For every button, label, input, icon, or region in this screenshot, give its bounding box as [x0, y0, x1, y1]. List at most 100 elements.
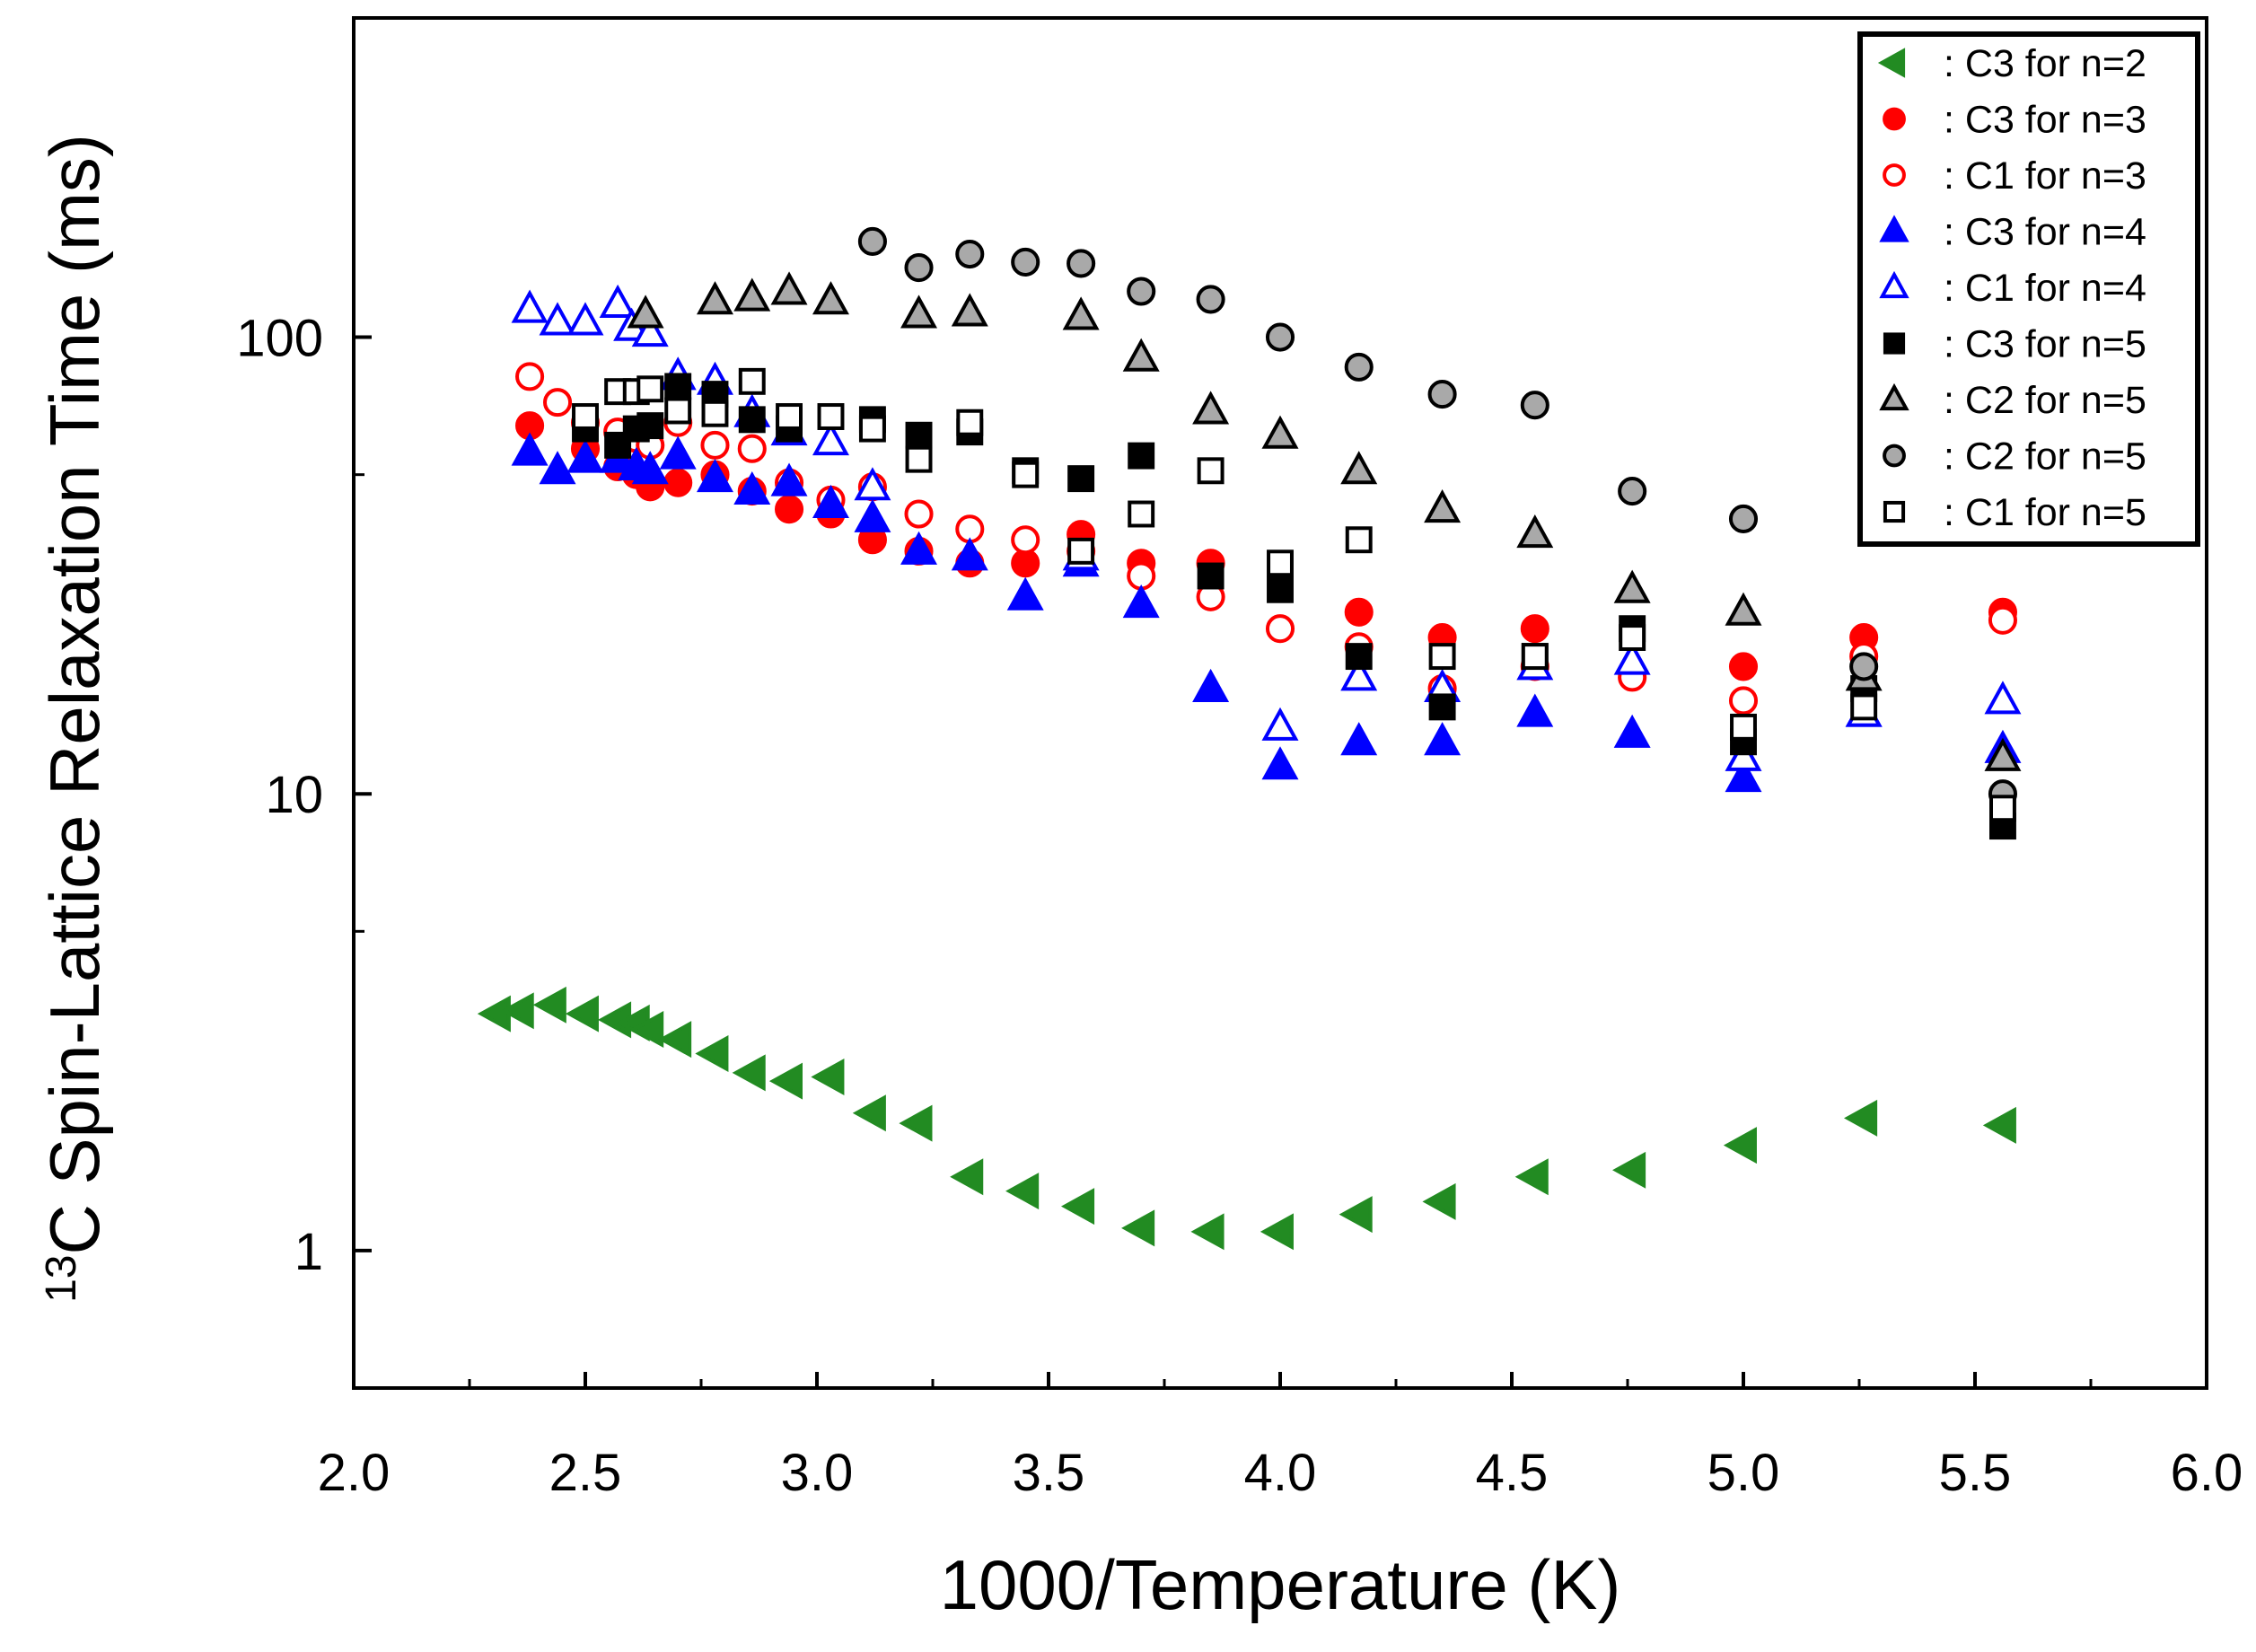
data-point: [1267, 576, 1294, 603]
data-point: [956, 409, 984, 436]
data-point: [768, 1062, 803, 1100]
x-tick-label: 3.5: [1013, 1444, 1085, 1502]
data-point: [776, 403, 803, 430]
data-point: [659, 435, 697, 470]
data-point: [1197, 562, 1225, 590]
data-point: [543, 388, 573, 417]
x-axis-title: 1000/Temperature (K): [940, 1545, 1621, 1624]
legend-label: : C2 for n=5: [1944, 435, 2146, 479]
legend-item: : C2 for n=5: [1879, 379, 2146, 422]
x-tick-label: 2.0: [318, 1444, 391, 1502]
legend-marker: [1883, 332, 1906, 355]
legend: : C3 for n=2: C3 for n=3: C1 for n=3: C3…: [1857, 31, 2200, 547]
data-point: [1984, 737, 2022, 771]
data-point: [1011, 247, 1040, 277]
series-8: [857, 226, 2017, 809]
data-point: [1619, 624, 1646, 651]
data-point: [1344, 597, 1374, 627]
data-point: [1344, 352, 1374, 382]
y-tick-label: 1: [294, 1223, 323, 1281]
data-point: [1988, 605, 2017, 635]
y-axis-title-text: C Spin-Lattice Relaxation Time (ms): [35, 134, 114, 1254]
data-point: [770, 462, 808, 496]
data-point: [1849, 652, 1879, 681]
data-point: [950, 1158, 984, 1196]
data-point: [1613, 569, 1651, 603]
legend-marker: [1877, 48, 1906, 78]
x-tick-label: 2.5: [549, 1444, 622, 1502]
legend-item: : C1 for n=4: [1879, 267, 2146, 310]
data-point: [733, 470, 771, 505]
x-axis: 2.0 2.5 3.0 3.5 4.0 4.5 5.0 5.5 6.0: [318, 1372, 2243, 1502]
data-point: [905, 421, 933, 449]
data-point: [904, 499, 934, 529]
data-point: [701, 400, 729, 427]
data-point: [1422, 1182, 1456, 1220]
data-point: [1728, 652, 1759, 681]
data-point: [905, 445, 933, 473]
data-point: [1196, 285, 1225, 314]
legend-label: : C1 for n=3: [1944, 154, 2146, 198]
data-point: [1850, 693, 1878, 721]
data-point: [770, 271, 808, 305]
data-point: [515, 362, 545, 391]
data-point: [1728, 504, 1759, 534]
data-point: [1011, 525, 1040, 555]
data-point: [511, 432, 549, 466]
legend-label: : C3 for n=4: [1944, 211, 2146, 254]
data-point: [636, 375, 664, 403]
data-markers: [477, 226, 2022, 1251]
legend-label: : C1 for n=4: [1944, 267, 2146, 310]
data-point: [1267, 549, 1294, 577]
legend-marker: [1883, 163, 1906, 187]
x-tick-label: 3.0: [781, 1444, 854, 1502]
data-point: [511, 289, 549, 323]
series-1: [477, 986, 2016, 1251]
legend-label: : C2 for n=5: [1944, 379, 2146, 422]
data-point: [899, 1104, 933, 1142]
data-point: [630, 1011, 664, 1049]
legend-marker: [1883, 107, 1906, 131]
data-point: [1067, 465, 1095, 493]
data-point: [775, 495, 804, 524]
legend-item: : C1 for n=3: [1883, 154, 2146, 198]
x-tick-label: 5.0: [1707, 1444, 1780, 1502]
data-point: [627, 294, 664, 329]
series-7: [627, 271, 2022, 771]
legend-item: : C1 for n=5: [1883, 491, 2146, 534]
data-point: [811, 1058, 845, 1095]
data-point: [1006, 576, 1044, 611]
data-point: [1984, 681, 2022, 715]
x-tick-label: 5.5: [1939, 1444, 2012, 1502]
data-point: [1340, 451, 1378, 485]
data-point: [1190, 1213, 1225, 1251]
data-point: [900, 531, 938, 565]
data-point: [812, 281, 849, 315]
data-point: [696, 281, 733, 315]
data-point: [854, 467, 891, 501]
data-point: [732, 1054, 766, 1092]
data-point: [1725, 592, 1762, 626]
data-point: [1514, 1158, 1549, 1196]
data-point: [1520, 614, 1549, 644]
data-point: [566, 302, 604, 336]
data-point: [1260, 1213, 1294, 1251]
data-point: [539, 302, 576, 336]
data-point: [599, 284, 636, 318]
data-point: [1192, 668, 1230, 702]
data-point: [631, 451, 669, 485]
data-point: [817, 403, 845, 430]
data-point: [1982, 1106, 2016, 1144]
data-point: [1516, 514, 1554, 549]
data-point: [1618, 477, 1647, 506]
data-point: [539, 451, 576, 485]
data-point: [1428, 643, 1456, 671]
data-point: [1612, 1151, 1646, 1189]
legend-marker: [1883, 444, 1906, 468]
data-point: [1067, 249, 1096, 278]
data-point: [1261, 415, 1299, 449]
data-point: [1128, 442, 1155, 470]
legend-item: : C2 for n=5: [1883, 435, 2146, 479]
legend-box: [1857, 31, 2200, 547]
data-point: [1613, 641, 1651, 675]
